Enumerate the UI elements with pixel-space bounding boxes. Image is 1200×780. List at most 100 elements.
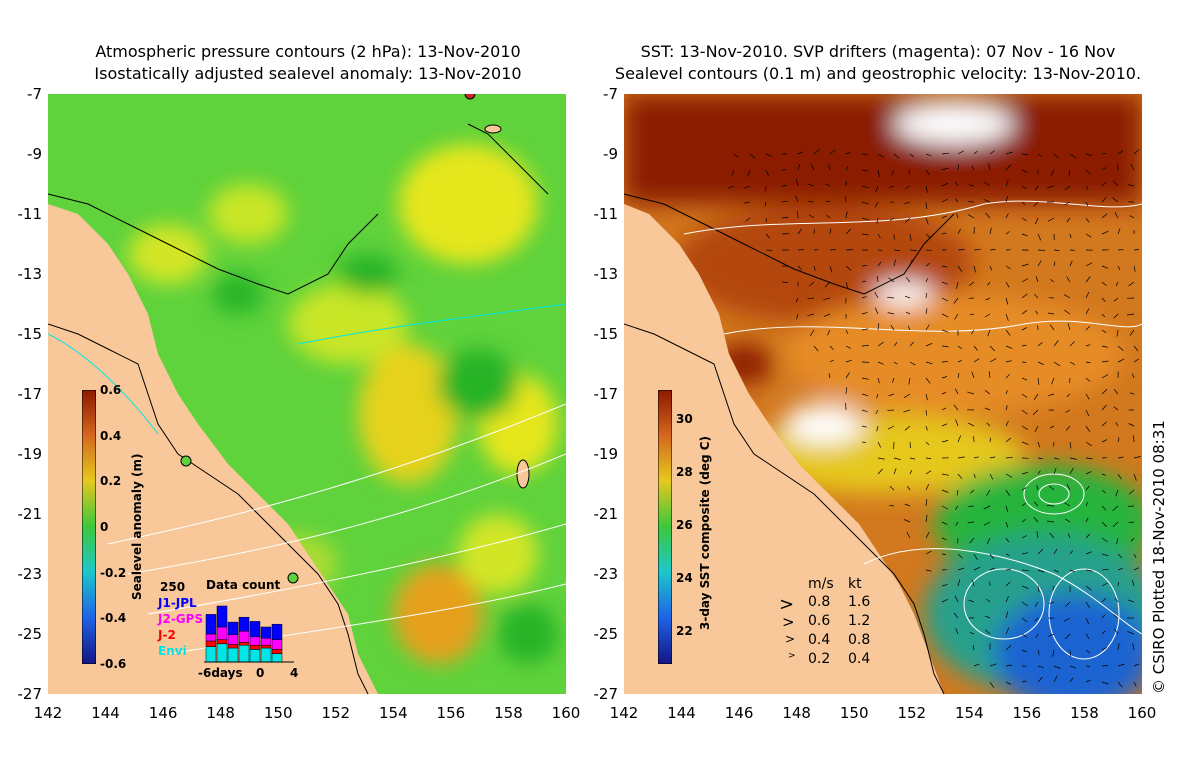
velocity-arrow [1049,601,1055,604]
velocity-arrow [909,361,916,366]
velocity-arrow [984,390,991,395]
velocity-arrow [1129,392,1135,395]
velocity-arrow [1101,582,1108,587]
velocity-arrow [1037,457,1043,460]
velocity-arrow [1115,489,1119,497]
y-tick-label: -9 [27,145,42,163]
x-tick-label: 152 [897,704,927,722]
velocity-arrow [891,169,895,176]
velocity-arrow [810,163,815,171]
velocity-arrow [989,227,992,235]
x-tick-label: 150 [263,704,293,722]
velocity-arrow [877,361,884,365]
velocity-arrow [1085,262,1093,267]
velocity-arrow [955,181,959,187]
velocity-arrow [1063,294,1071,299]
data-count-bar [271,623,283,640]
velocity-arrow [764,201,767,207]
left-colorbar-tick: -0.6 [100,657,127,671]
velocity-arrow [954,595,959,603]
velocity-arrow [1113,406,1119,411]
velocity-arrow-icon: > [779,594,795,615]
data-count-bar [227,621,239,635]
velocity-arrow [941,345,949,348]
velocity-arrow [845,228,852,235]
x-tick-label: 158 [1070,704,1099,722]
velocity-arrow [845,211,848,219]
x-tick-label: 146 [148,704,178,722]
right-colorbar-label: 3-day SST composite (deg C) [698,435,712,630]
velocity-arrow [1005,329,1011,336]
velocity-arrow [1069,550,1073,555]
velocity-arrow [1101,374,1109,379]
x-tick-label: 142 [609,704,639,722]
velocity-arrow [877,441,882,448]
velocity-arrow [1021,153,1029,156]
velocity-arrow [875,185,879,193]
velocity-arrow [874,201,879,208]
velocity-arrow [971,165,975,171]
velocity-arrow [1021,569,1029,571]
velocity-arrow [876,275,879,283]
velocity-arrow [1053,675,1058,683]
velocity-arrow [988,371,991,379]
data-count-bar [216,626,228,640]
x-tick-label: 160 [551,704,581,722]
velocity-arrow [925,470,932,475]
velocity-arrow [1069,260,1073,267]
data-count-bar [271,649,283,654]
velocity-arrow [1053,569,1059,573]
velocity-arrow [1085,679,1091,683]
velocity-arrow [968,599,975,603]
velocity-arrow [904,295,911,299]
velocity-arrow [1053,548,1058,555]
velocity-arrow [925,457,932,459]
velocity-arrow [1037,569,1045,573]
velocity-arrow [1005,313,1009,321]
velocity-arrow [809,214,815,219]
velocity-arrow [1115,281,1119,287]
velocity-arrow [925,441,930,446]
velocity-arrow [876,393,879,399]
data-count-bar [260,644,272,649]
velocity-arrow [1132,580,1135,587]
velocity-arrow [1085,485,1090,491]
velocity-arrow [1085,617,1090,625]
velocity-arrow [1085,185,1089,191]
velocity-arrow [1085,393,1090,400]
velocity-arrow [1085,585,1092,591]
velocity-arrow [1114,597,1119,603]
velocity-arrow [986,598,991,603]
velocity-arrow [1085,649,1091,654]
velocity-arrow [1069,457,1077,460]
velocity-arrow [957,265,963,272]
velocity-arrow [1101,521,1107,528]
velocity-arrow [904,217,911,223]
velocity-arrow [903,393,911,398]
velocity-arrow [989,345,996,352]
velocity-arrow [807,313,815,317]
velocity-arrow [861,296,867,299]
velocity-arrow [1005,360,1012,363]
data-count-bar [216,605,228,628]
velocity-arrow [1005,345,1013,349]
left-colorbar-tick: 0.6 [100,383,122,397]
x-tick-label: 148 [782,704,811,722]
velocity-arrow [861,409,868,413]
velocity-arrow [1021,503,1026,507]
velocity-arrow [845,151,851,155]
velocity-arrow [1101,281,1107,286]
velocity-arrow [876,425,879,432]
velocity-arrow [765,169,769,176]
velocity-arrow [1021,680,1027,683]
velocity-arrow [957,249,965,251]
velocity-arrow [892,377,895,383]
velocity-arrow [1115,422,1119,427]
velocity-arrow [909,341,914,347]
velocity-arrow [1064,502,1071,507]
velocity-arrow [1117,437,1120,443]
velocity-arrow [1101,345,1108,348]
velocity-arrow [941,265,948,268]
velocity-arrow [1050,169,1055,177]
x-tick-label: 150 [839,704,869,722]
